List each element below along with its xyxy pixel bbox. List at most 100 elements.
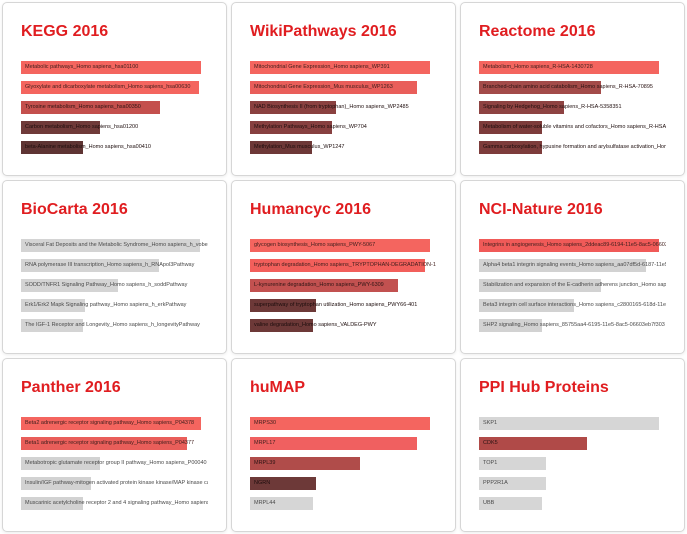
bar[interactable]	[479, 457, 546, 470]
bar-row[interactable]: Integrins in angiogenesis_Homo sapiens_2…	[479, 239, 666, 252]
bar-row[interactable]: MRPL44	[250, 497, 437, 510]
bar[interactable]	[21, 239, 200, 252]
bar[interactable]	[479, 319, 542, 332]
panel-title: Humancyc 2016	[250, 201, 371, 218]
bar[interactable]	[21, 81, 199, 94]
bar-row[interactable]: Visceral Fat Deposits and the Metabolic …	[21, 239, 208, 252]
bar-label: Glyoxylate and dicarboxylate metabolism_…	[25, 84, 191, 90]
bar[interactable]	[250, 417, 430, 430]
bar-row[interactable]: tryptophan degradation_Homo sapiens_TRYP…	[250, 259, 437, 272]
bar-row[interactable]: MRPS30	[250, 417, 437, 430]
bar[interactable]	[250, 61, 430, 74]
bar-row[interactable]: PPP2R1A	[479, 477, 666, 490]
bar-row[interactable]: Beta2 adrenergic receptor signaling path…	[21, 417, 208, 430]
bar[interactable]	[250, 81, 417, 94]
bar-row[interactable]: SKP1	[479, 417, 666, 430]
bar[interactable]	[21, 279, 118, 292]
panel-title: Reactome 2016	[479, 23, 596, 40]
bar-row[interactable]: Beta3 integrin cell surface interactions…	[479, 299, 666, 312]
bar-row[interactable]: Carbon metabolism_Homo sapiens_hsa01200	[21, 121, 208, 134]
bar-row[interactable]: Signaling by Hedgehog_Homo sapiens_R-HSA…	[479, 101, 666, 114]
bar[interactable]	[250, 497, 313, 510]
bar-row[interactable]: Mitochondrial Gene Expression_Homo sapie…	[250, 61, 437, 74]
bar-row[interactable]: superpathway of tryptophan utilization_H…	[250, 299, 437, 312]
bar-row[interactable]: Mitochondrial Gene Expression_Mus muscul…	[250, 81, 437, 94]
bar-label: Branched-chain amino acid catabolism_Hom…	[483, 84, 653, 90]
bar[interactable]	[479, 477, 546, 490]
bar-label: Methylation_Mus musculus_WP1247	[254, 144, 345, 150]
bar[interactable]	[250, 437, 417, 450]
bar[interactable]	[479, 497, 542, 510]
bar[interactable]	[21, 417, 201, 430]
bar-row[interactable]: NAD Biosynthesis II (from tryptophan)_Ho…	[250, 101, 437, 114]
bar[interactable]	[21, 319, 83, 332]
bar[interactable]	[479, 239, 659, 252]
panel-wikipathways-2016: WikiPathways 2016 Mitochondrial Gene Expr…	[231, 2, 456, 176]
bar[interactable]	[21, 457, 100, 470]
bar-row[interactable]: Insulin/IGF pathway-mitogen activated pr…	[21, 477, 208, 490]
bar[interactable]	[250, 457, 360, 470]
bar-row[interactable]: The IGF-1 Receptor and Longevity_Homo sa…	[21, 319, 208, 332]
bar[interactable]	[479, 61, 659, 74]
bar-row[interactable]: L-kynurenine degradation_Homo sapiens_PW…	[250, 279, 437, 292]
bar-row[interactable]: valine degradation_Homo sapiens_VALDEG-P…	[250, 319, 437, 332]
bar-row[interactable]: Metabotropic glutamate receptor group II…	[21, 457, 208, 470]
bar[interactable]	[21, 61, 201, 74]
bar[interactable]	[479, 299, 574, 312]
bar[interactable]	[479, 279, 601, 292]
bar[interactable]	[250, 101, 336, 114]
bar[interactable]	[21, 437, 187, 450]
bar[interactable]	[250, 299, 316, 312]
bar[interactable]	[21, 477, 91, 490]
bar-label: L-kynurenine degradation_Homo sapiens_PW…	[254, 282, 384, 288]
bar[interactable]	[479, 101, 564, 114]
bar-row[interactable]: UBB	[479, 497, 666, 510]
bar-row[interactable]: Metabolism of water-soluble vitamins and…	[479, 121, 666, 134]
bar[interactable]	[250, 121, 332, 134]
bar[interactable]	[479, 259, 646, 272]
bar-row[interactable]: Alpha4 beta1 integrin signaling events_H…	[479, 259, 666, 272]
bar[interactable]	[250, 239, 430, 252]
bar-row[interactable]: Stabilization and expansion of the E-cad…	[479, 279, 666, 292]
bar[interactable]	[21, 299, 85, 312]
bar-row[interactable]: NGRN	[250, 477, 437, 490]
bar[interactable]	[21, 141, 83, 154]
bar[interactable]	[21, 101, 160, 114]
bar-row[interactable]: SHP2 signaling_Homo sapiens_85755aa4-619…	[479, 319, 666, 332]
bars-area: Metabolism_Homo sapiens_R-HSA-1430728 Bra…	[479, 61, 666, 154]
bar-row[interactable]: Branched-chain amino acid catabolism_Hom…	[479, 81, 666, 94]
bar-row[interactable]: SODD/TNFR1 Signaling Pathway_Homo sapien…	[21, 279, 208, 292]
bar[interactable]	[21, 497, 83, 510]
bar[interactable]	[479, 417, 659, 430]
bar[interactable]	[479, 81, 601, 94]
bar-row[interactable]: Glyoxylate and dicarboxylate metabolism_…	[21, 81, 208, 94]
bar-label: UBB	[483, 500, 495, 506]
bar-row[interactable]: Methylation_Mus musculus_WP1247	[250, 141, 437, 154]
bar-row[interactable]: beta-Alanine metabolism_Homo sapiens_hsa…	[21, 141, 208, 154]
bar[interactable]	[479, 437, 587, 450]
bar-row[interactable]: Erk1/Erk2 Mapk Signaling pathway_Homo sa…	[21, 299, 208, 312]
bar-row[interactable]: MRPL17	[250, 437, 437, 450]
bar-row[interactable]: Methylation Pathways_Homo sapiens_WP704	[250, 121, 437, 134]
bar-row[interactable]: glycogen biosynthesis_Homo sapiens_PWY-5…	[250, 239, 437, 252]
bar-row[interactable]: Tyrosine metabolism_Homo sapiens_hsa0035…	[21, 101, 208, 114]
bar[interactable]	[250, 279, 398, 292]
bar[interactable]	[250, 259, 425, 272]
bar-row[interactable]: CDK5	[479, 437, 666, 450]
bar[interactable]	[250, 141, 312, 154]
bar[interactable]	[479, 121, 542, 134]
bar[interactable]	[250, 477, 316, 490]
bar-row[interactable]: MRPL39	[250, 457, 437, 470]
bar[interactable]	[479, 141, 542, 154]
bar-row[interactable]: Metabolism_Homo sapiens_R-HSA-1430728	[479, 61, 666, 74]
bar-row[interactable]: Metabolic pathways_Homo sapiens_hsa01100	[21, 61, 208, 74]
bar-row[interactable]: Gamma carboxylation, hypusine formation …	[479, 141, 666, 154]
bar-row[interactable]: RNA polymerase III transcription_Homo sa…	[21, 259, 208, 272]
bar-row[interactable]: Beta1 adrenergic receptor signaling path…	[21, 437, 208, 450]
bar-row[interactable]: TOP1	[479, 457, 666, 470]
bar-row[interactable]: Muscarinic acetylcholine receptor 2 and …	[21, 497, 208, 510]
bar[interactable]	[21, 259, 159, 272]
bar[interactable]	[250, 319, 313, 332]
bar[interactable]	[21, 121, 100, 134]
